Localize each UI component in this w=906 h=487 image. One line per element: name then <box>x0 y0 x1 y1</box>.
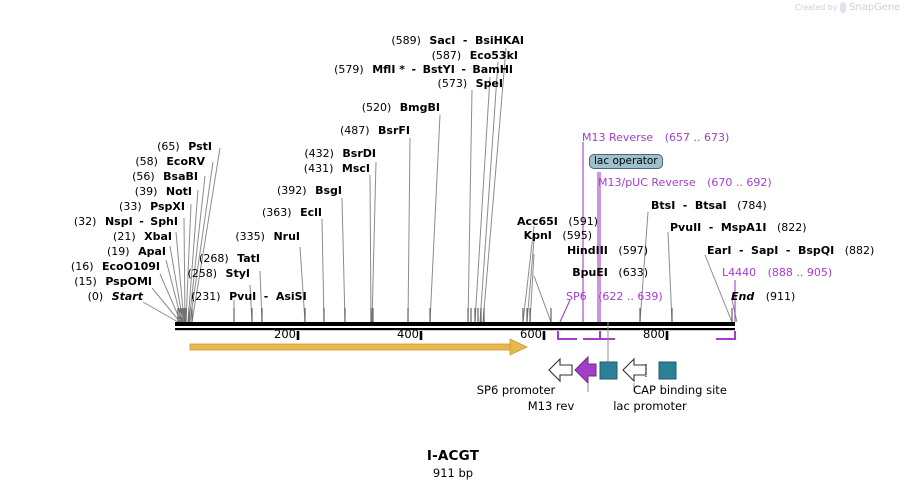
sequence-length: 911 bp <box>432 466 474 480</box>
cap-binding-site-glyph <box>658 361 677 380</box>
lac-promoter-glyph <box>622 357 647 383</box>
watermark-brand: SnapGene <box>849 2 900 13</box>
site-label-bpuei[interactable]: BpuEI (633) <box>572 266 648 279</box>
site-label-saci-bsihkai[interactable]: (589) SacI - BsiHKAI <box>391 34 524 47</box>
site-label-eari-sapi-bspqi[interactable]: EarI - SapI - BspQI (882) <box>707 244 875 257</box>
sequence-title-block: I-ACGT 911 bp <box>0 448 906 480</box>
site-label-ecorv[interactable]: (58) EcoRV <box>135 155 205 168</box>
site-label-ecoo109i[interactable]: (16) EcoO109I <box>70 260 160 273</box>
site-label-btsi-btsai[interactable]: BtsI - BtsaI (784) <box>651 199 767 212</box>
snapgene-watermark: Created by SnapGene <box>795 2 900 13</box>
site-label-kpni[interactable]: KpnI (595) <box>523 229 592 242</box>
ruler-tick-600: 600 <box>520 327 542 341</box>
site-label-eco53ki[interactable]: (587) Eco53kI <box>431 49 518 62</box>
page-title: I-ACGT <box>426 448 480 464</box>
site-label-nspi-sphi[interactable]: (32) NspI - SphI <box>73 215 178 228</box>
site-label-ecli[interactable]: (363) EclI <box>262 206 322 219</box>
site-label-acc65i[interactable]: Acc65I (591) <box>516 215 598 228</box>
feature-label-cap-binding-site[interactable]: CAP binding site <box>633 383 727 397</box>
site-label-bmgbi[interactable]: (520) BmgBI <box>361 101 440 114</box>
site-label-start[interactable]: (0) Start <box>87 290 143 303</box>
site-label-msci[interactable]: (431) MscI <box>303 162 370 175</box>
sp6-promoter-glyph <box>548 357 573 383</box>
site-label-bsrfi[interactable]: (487) BsrFI <box>339 124 410 137</box>
feature-glyphs <box>548 355 677 385</box>
primer-label-l4440[interactable]: L4440 (888 .. 905) <box>722 266 833 279</box>
ruler-tick-200: 200 <box>274 327 296 341</box>
site-label-noti[interactable]: (39) NotI <box>134 185 192 198</box>
site-label-bsrdi[interactable]: (432) BsrDI <box>304 147 376 160</box>
primer-label-m13-puc-reverse[interactable]: M13/pUC Reverse (670 .. 692) <box>598 176 772 189</box>
feature-label-sp6-promoter[interactable]: SP6 promoter <box>476 383 556 397</box>
site-label-end[interactable]: End (911) <box>731 290 796 303</box>
m13-rev-glyph <box>574 355 597 385</box>
site-label-psti[interactable]: (65) PstI <box>157 140 212 153</box>
site-label-bsabi[interactable]: (56) BsaBI <box>132 170 198 183</box>
site-label-pvui-asisi[interactable]: (231) PvuI - AsiSI <box>191 290 307 303</box>
ruler-tick-400: 400 <box>397 327 419 341</box>
site-label-hindiii[interactable]: HindIII (597) <box>566 244 648 257</box>
snapgene-logo-icon <box>840 2 847 13</box>
feature-legend-connectors <box>587 322 635 392</box>
lac-operator-badge[interactable]: lac operator <box>589 154 663 169</box>
lac-operator-glyph <box>599 361 618 380</box>
ruler-ticks <box>296 331 669 340</box>
site-label-pvuii-mspa1i[interactable]: PvuII - MspA1I (822) <box>670 221 807 234</box>
site-label-xbai[interactable]: (21) XbaI <box>113 230 172 243</box>
primer-label-sp6[interactable]: SP6 (622 .. 639) <box>566 290 663 303</box>
orf-arrow <box>189 338 528 356</box>
site-label-apai[interactable]: (19) ApaI <box>107 245 166 258</box>
sequence-backbone <box>175 322 735 326</box>
feature-label-lac-promoter[interactable]: lac promoter <box>613 399 687 413</box>
primer-label-m13-reverse[interactable]: M13 Reverse (657 .. 673) <box>582 131 730 144</box>
ruler-tick-800: 800 <box>643 327 665 341</box>
site-label-nrui[interactable]: (335) NruI <box>235 230 300 243</box>
site-label-styi[interactable]: (258) StyI <box>187 267 250 280</box>
site-label-pspxi[interactable]: (33) PspXI <box>119 200 185 213</box>
feature-label-m13-rev[interactable]: M13 rev <box>527 399 575 413</box>
site-label-spei[interactable]: (573) SpeI <box>437 77 503 90</box>
site-label-bsgi[interactable]: (392) BsgI <box>277 184 342 197</box>
restriction-tick-marks <box>177 308 733 322</box>
site-label-pspomi[interactable]: (15) PspOMI <box>74 275 152 288</box>
site-label-tati[interactable]: (268) TatI <box>199 252 260 265</box>
site-label-mfli-bstyi-bamhi[interactable]: (579) MflI * - BstYI - BamHI <box>334 63 513 76</box>
watermark-created-by: Created by <box>794 3 838 12</box>
